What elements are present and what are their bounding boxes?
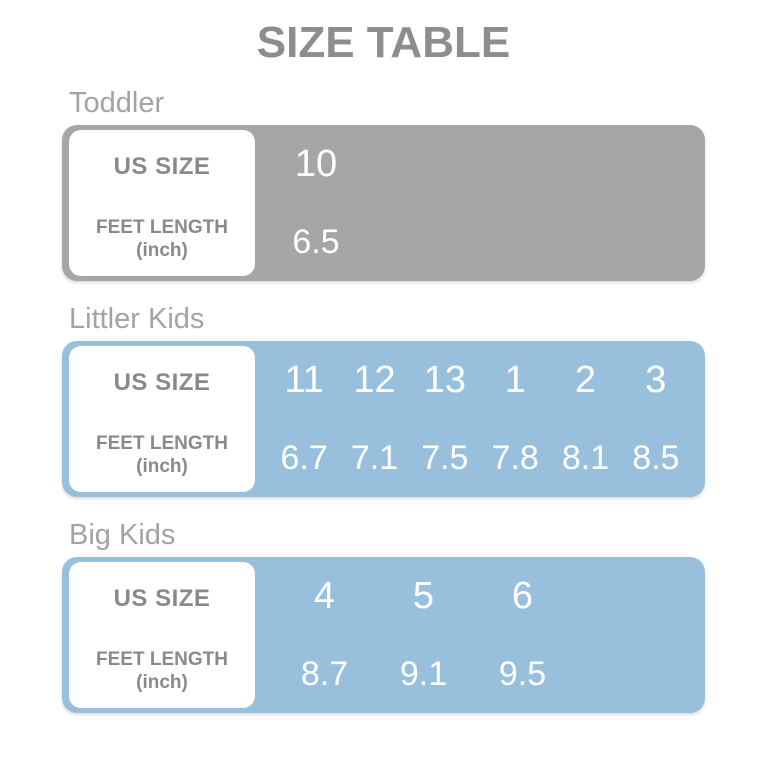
value-columns: 4 5 6 8.7 9.1 9.5: [255, 557, 705, 713]
us-size-value: 4: [313, 574, 336, 617]
page-title: SIZE TABLE: [256, 18, 511, 67]
section-label-littler-kids: Littler Kids: [69, 303, 205, 335]
feet-length-value: 6.5: [292, 222, 340, 261]
section-label-big-kids: Big Kids: [69, 519, 176, 551]
us-size-value: 13: [423, 358, 466, 401]
us-size-value: 6: [511, 574, 534, 617]
us-size-value: 1: [504, 358, 526, 401]
us-size-values-row: 11 12 13 1 2 3: [255, 341, 705, 419]
feet-length-values-row: 8.7 9.1 9.5: [255, 635, 705, 713]
us-size-row-header: US SIZE: [113, 152, 211, 180]
row-header-box: US SIZE FEET LENGTH (inch): [69, 346, 255, 492]
feet-length-value: 7.8: [491, 438, 539, 477]
feet-length-values-row: 6.7 7.1 7.5 7.8 8.1 8.5: [255, 419, 705, 497]
value-columns: 10 6.5: [255, 125, 705, 281]
size-section-littler-kids: Littler Kids US SIZE FEET LENGTH (inch) …: [62, 303, 705, 497]
feet-length-value: 8.7: [300, 654, 349, 693]
size-table-big-kids: US SIZE FEET LENGTH (inch) 4 5 6 8.7 9.1 9.5: [62, 557, 705, 713]
size-section-big-kids: Big Kids US SIZE FEET LENGTH (inch) 4 5 6 …: [62, 519, 705, 713]
feet-length-value: 8.1: [561, 438, 610, 477]
us-size-value: 5: [412, 574, 435, 617]
us-size-value: 3: [645, 358, 667, 401]
feet-length-row-header: FEET LENGTH (inch): [69, 635, 255, 708]
us-size-value: 12: [353, 358, 396, 401]
value-columns: 11 12 13 1 2 3 6.7 7.1 7.5 7.8 8.1 8.5: [255, 341, 705, 497]
row-header-box: US SIZE FEET LENGTH (inch): [69, 130, 255, 276]
us-size-value: 11: [284, 358, 324, 401]
section-label-toddler: Toddler: [69, 87, 165, 119]
feet-length-values-row: 6.5: [255, 203, 705, 281]
us-size-row-header: US SIZE: [113, 584, 211, 612]
size-table-toddler: US SIZE FEET LENGTH (inch) 10 6.5: [62, 125, 705, 281]
feet-length-unit-label: (inch): [136, 239, 188, 261]
feet-length-value: 9.1: [399, 654, 448, 693]
us-size-row-header: US SIZE: [113, 368, 211, 396]
feet-length-value: 9.5: [498, 654, 547, 693]
feet-length-row-header: FEET LENGTH (inch): [69, 419, 255, 492]
feet-length-label: FEET LENGTH: [96, 217, 228, 239]
feet-length-label: FEET LENGTH: [96, 433, 228, 455]
size-section-toddler: Toddler US SIZE FEET LENGTH (inch) 10 6.…: [62, 87, 705, 281]
size-table-littler-kids: US SIZE FEET LENGTH (inch) 11 12 13 1 2 3 6.7…: [62, 341, 705, 497]
feet-length-unit-label: (inch): [136, 455, 188, 477]
us-size-values-row: 10: [255, 125, 705, 203]
row-header-box: US SIZE FEET LENGTH (inch): [69, 562, 255, 708]
us-size-values-row: 4 5 6: [255, 557, 705, 635]
feet-length-row-header: FEET LENGTH (inch): [69, 203, 255, 276]
feet-length-value: 8.5: [632, 438, 680, 477]
feet-length-value: 7.1: [350, 438, 399, 477]
feet-length-value: 6.7: [280, 438, 328, 477]
feet-length-label: FEET LENGTH: [96, 649, 228, 671]
us-size-value: 10: [294, 142, 338, 185]
feet-length-value: 7.5: [421, 438, 469, 477]
us-size-value: 2: [574, 358, 597, 401]
feet-length-unit-label: (inch): [136, 671, 188, 693]
